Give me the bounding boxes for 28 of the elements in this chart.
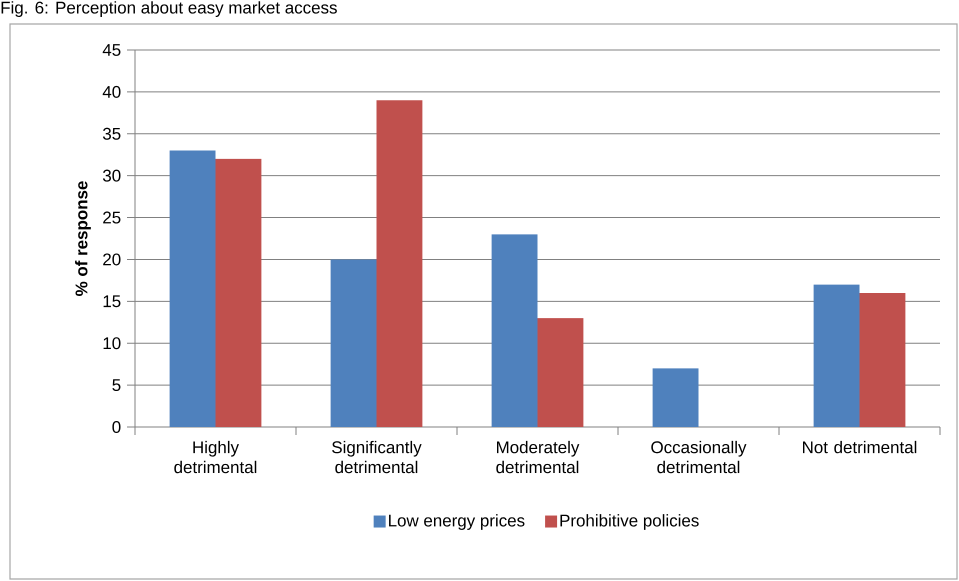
bar [652,368,699,427]
bar [860,292,906,427]
bar [170,150,216,427]
bar [376,100,422,427]
chart-title: Fig. 6: Perception about easy market access [2,1,337,17]
y-tick-label: 30 [102,170,120,182]
y-tick-label: 15 [104,295,120,308]
y-tick-label: 35 [102,128,120,140]
legend-label: Prohibitive policies [560,514,699,530]
y-tick-label: 10 [104,337,120,350]
y-tick-label: 25 [103,212,120,224]
y-axis-title: % of response [75,181,91,296]
bar [492,234,538,427]
y-tick-label: 5 [112,379,120,392]
x-tick-label: Significantly detrimental [332,440,422,474]
bar [216,158,262,427]
y-tick-label: 0 [112,421,120,434]
y-tick-label: 40 [102,86,120,98]
bar [330,259,376,427]
legend-label: Low energy prices [389,514,524,530]
x-tick-label: Moderately detrimental [496,440,580,474]
y-tick-label: 20 [103,253,120,266]
bar [538,318,584,427]
x-tick-label: Highly detrimental [174,440,256,474]
y-tick-label: 45 [102,44,120,56]
x-tick-label: Not detrimental [803,440,916,454]
x-tick-label: Occasionally detrimental [651,440,746,474]
bar [814,284,860,427]
